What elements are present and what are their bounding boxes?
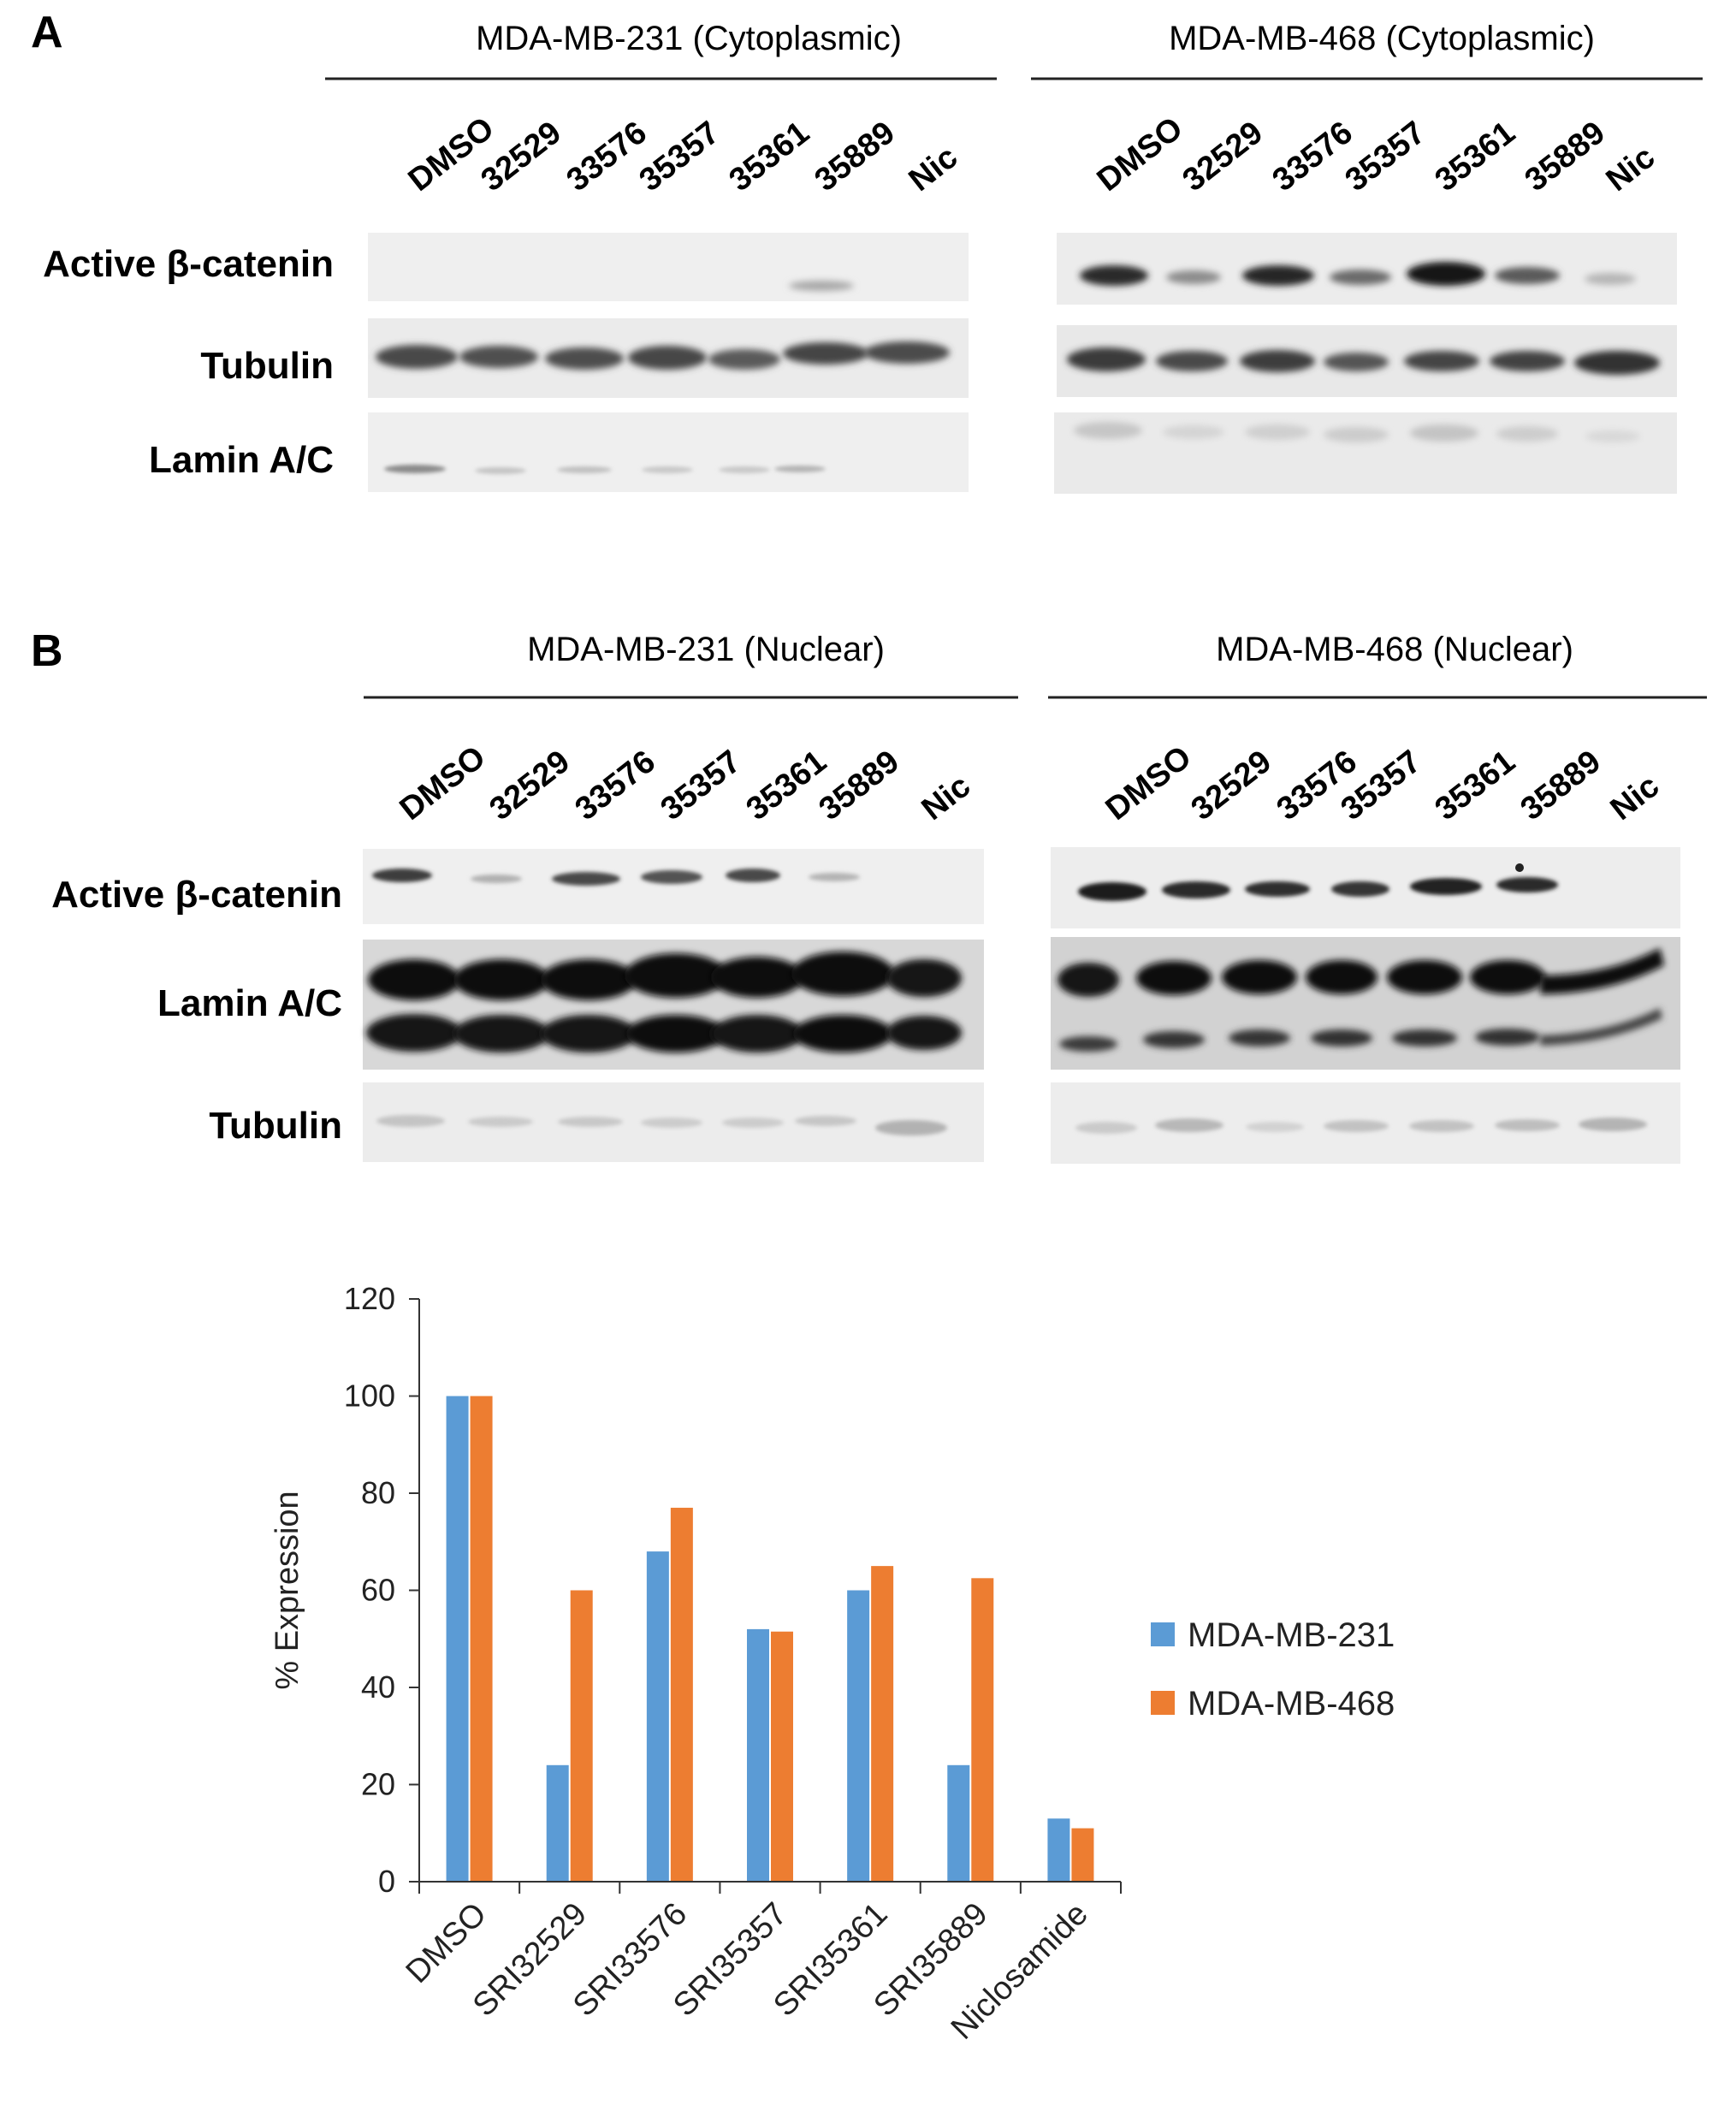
blot-b-left-lamin — [363, 940, 984, 1070]
lane-label: DMSO — [1091, 110, 1190, 199]
bar-mda-mb-468 — [971, 1578, 994, 1882]
bar-mda-mb-231 — [646, 1551, 669, 1882]
lane-label: DMSO — [394, 739, 493, 827]
bar-mda-mb-468 — [871, 1566, 894, 1882]
y-tick-label: 20 — [361, 1767, 395, 1802]
lane-label: 35889 — [813, 744, 906, 827]
bar-mda-mb-231 — [1047, 1818, 1070, 1882]
legend-label: MDA-MB-468 — [1188, 1685, 1395, 1723]
lane-label: 35361 — [1429, 115, 1522, 199]
lane-label: 35889 — [1514, 744, 1608, 827]
bars — [446, 1396, 1094, 1882]
y-tick-label: 80 — [361, 1475, 395, 1510]
row-label: Active β-catenin — [51, 874, 342, 916]
lane-label: 32529 — [483, 744, 577, 827]
lane-label: 35889 — [1519, 115, 1612, 199]
panel-b-left-title: MDA-MB-231 (Nuclear) — [527, 631, 885, 668]
lane-label: 35357 — [633, 115, 726, 199]
bar-mda-mb-468 — [1071, 1828, 1094, 1882]
bar-mda-mb-468 — [670, 1508, 693, 1882]
lane-label: 35361 — [740, 744, 833, 827]
y-tick-label: 120 — [344, 1281, 395, 1316]
bar-mda-mb-231 — [446, 1396, 469, 1882]
blot-a-left-tubulin — [368, 318, 969, 398]
panel-a-letter: A — [31, 8, 63, 57]
bar-chart: 0 20 40 60 80 100 120 DMSOSRI32529SRI33576SRI3… — [270, 1281, 1395, 2047]
panel-a-right-title: MDA-MB-468 (Cytoplasmic) — [1169, 20, 1595, 57]
bar-mda-mb-468 — [470, 1396, 493, 1882]
y-axis-ticks: 0 20 40 60 80 100 120 — [344, 1281, 419, 1899]
row-label: Active β-catenin — [43, 243, 334, 285]
bar-mda-mb-231 — [747, 1628, 769, 1882]
lane-label: 33576 — [569, 744, 662, 827]
y-tick-label: 40 — [361, 1669, 395, 1705]
lane-label: 32529 — [1185, 744, 1278, 827]
lane-label: 33576 — [560, 115, 654, 199]
blot-a-left-lamin — [368, 412, 969, 492]
lane-label: 35889 — [809, 115, 902, 199]
lane-label: 32529 — [1176, 115, 1270, 199]
y-tick-label: 0 — [378, 1864, 395, 1899]
lane-label: Nic — [1600, 139, 1662, 199]
row-label: Lamin A/C — [157, 982, 342, 1024]
y-tick-label: 60 — [361, 1573, 395, 1608]
lane-label: Nic — [1604, 768, 1666, 828]
x-axis-labels: DMSOSRI32529SRI33576SRI35357SRI35361SRI3… — [400, 1882, 1122, 2047]
blot-a-right-tubulin — [1057, 325, 1677, 397]
panel-a-left-title: MDA-MB-231 (Cytoplasmic) — [476, 20, 902, 57]
lane-labels-b-left: DMSO 32529 33576 35357 35361 35889 Nic — [394, 739, 977, 827]
lane-label: 35361 — [723, 115, 816, 199]
lane-labels-a-left: DMSO 32529 33576 35357 35361 35889 Nic — [402, 110, 964, 199]
bar-mda-mb-231 — [546, 1764, 569, 1882]
legend-label: MDA-MB-231 — [1188, 1616, 1395, 1654]
lane-label: 35357 — [1339, 115, 1432, 199]
blot-a-left-active-catenin — [368, 233, 969, 301]
bar-mda-mb-231 — [947, 1764, 970, 1882]
y-axis-label: % Expression — [270, 1491, 305, 1689]
blot-b-left-tubulin — [363, 1082, 984, 1162]
blot-b-right-lamin — [1051, 937, 1680, 1070]
panel-b-letter: B — [31, 626, 63, 676]
row-label: Tubulin — [200, 345, 334, 387]
lane-label: 35357 — [655, 744, 748, 827]
lane-label: Nic — [915, 768, 977, 828]
panel-b-right-title: MDA-MB-468 (Nuclear) — [1216, 631, 1573, 668]
legend: MDA-MB-231 MDA-MB-468 — [1151, 1616, 1395, 1723]
bar-mda-mb-468 — [570, 1590, 593, 1882]
legend-swatch — [1151, 1691, 1175, 1715]
blot-a-right-active-catenin — [1057, 233, 1677, 305]
row-label: Lamin A/C — [149, 439, 334, 481]
lane-labels-a-right: DMSO 32529 33576 35357 35361 35889 Nic — [1091, 110, 1662, 199]
lane-label: 33576 — [1266, 115, 1360, 199]
blot-b-left-active-catenin — [363, 849, 984, 924]
blot-b-right-active-catenin — [1051, 847, 1680, 928]
bar-mda-mb-468 — [771, 1631, 793, 1882]
lane-label: 35361 — [1429, 744, 1522, 827]
bar-mda-mb-231 — [847, 1590, 870, 1882]
x-tick-label: DMSO — [400, 1896, 494, 1990]
lane-labels-b-right: DMSO 32529 33576 35357 35361 35889 Nic — [1099, 739, 1666, 827]
lane-label: DMSO — [1099, 739, 1199, 827]
row-label: Tubulin — [209, 1105, 342, 1147]
blot-b-right-tubulin — [1051, 1082, 1680, 1164]
blot-a-right-lamin — [1054, 412, 1677, 494]
legend-swatch — [1151, 1622, 1175, 1646]
y-tick-label: 100 — [344, 1379, 395, 1414]
lane-label: Nic — [903, 139, 964, 199]
